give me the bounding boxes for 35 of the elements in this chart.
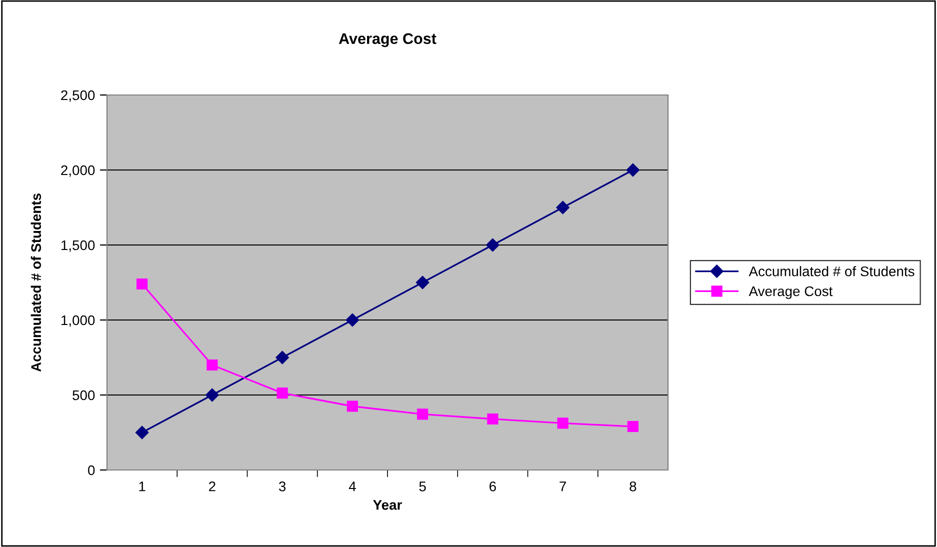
x-tick-label: 5 <box>419 482 426 492</box>
x-tick-label: 7 <box>560 482 566 492</box>
point <box>557 418 568 429</box>
y-tick-label: 2,500 <box>61 90 95 102</box>
point <box>416 276 430 290</box>
point <box>136 278 148 290</box>
point <box>206 388 219 402</box>
y-tick-label: 0 <box>88 465 95 476</box>
x-tick-label: 8 <box>630 481 636 492</box>
y-tick-label: 500 <box>72 390 95 400</box>
point <box>417 408 428 420</box>
y-tick-label: 2,000 <box>61 165 95 177</box>
point <box>487 413 498 425</box>
x-tick-label: 1 <box>139 482 146 492</box>
point <box>486 238 500 252</box>
x-axis-title: Year <box>373 500 402 510</box>
point <box>276 387 288 399</box>
point <box>206 359 218 371</box>
x-tick-label: 6 <box>490 481 496 492</box>
y-axis-title: Accumulated # of Students <box>30 194 42 372</box>
legend-label: Accumulated # of Students <box>748 266 914 276</box>
point <box>627 420 638 432</box>
legend-label: Average Cost <box>748 286 833 299</box>
y-tick-label: 1,000 <box>62 315 95 327</box>
point <box>556 200 570 214</box>
point <box>135 426 149 440</box>
point <box>346 400 358 412</box>
point <box>276 350 289 364</box>
point <box>626 163 640 177</box>
y-tick-label: 1,500 <box>62 240 95 252</box>
x-tick-label: 2 <box>209 481 216 492</box>
x-tick-label: 3 <box>278 481 286 492</box>
x-tick-label: 4 <box>348 482 356 492</box>
point <box>346 313 360 327</box>
chart-title: Average Cost <box>338 33 436 48</box>
